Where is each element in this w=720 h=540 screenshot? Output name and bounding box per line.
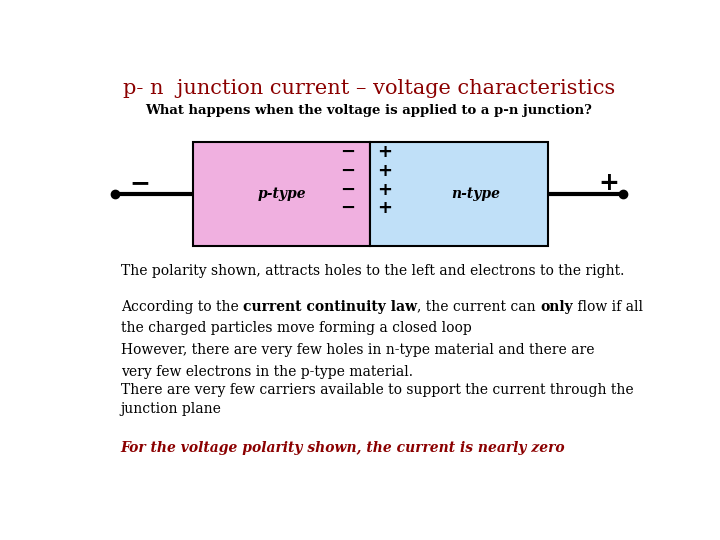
Text: −: −	[341, 180, 356, 199]
Text: p-type: p-type	[258, 187, 306, 201]
Bar	[193, 141, 370, 246]
Text: +: +	[377, 143, 392, 161]
Text: −: −	[341, 199, 356, 217]
Text: +: +	[377, 162, 392, 180]
Text: flow if all: flow if all	[572, 300, 643, 314]
Text: very few electrons in the p-type material.: very few electrons in the p-type materia…	[121, 365, 413, 379]
Text: junction plane: junction plane	[121, 402, 222, 416]
Text: −: −	[341, 143, 356, 161]
Text: +: +	[377, 180, 392, 199]
Text: According to the: According to the	[121, 300, 243, 314]
Text: the charged particles move forming a closed loop: the charged particles move forming a clo…	[121, 321, 472, 335]
Text: only: only	[540, 300, 572, 314]
Text: current continuity law: current continuity law	[243, 300, 417, 314]
Text: −: −	[130, 171, 150, 195]
Text: p- n  junction current – voltage characteristics: p- n junction current – voltage characte…	[123, 79, 615, 98]
Text: What happens when the voltage is applied to a p-n junction?: What happens when the voltage is applied…	[145, 104, 593, 117]
Text: , the current can: , the current can	[417, 300, 540, 314]
Text: −: −	[341, 162, 356, 180]
Text: There are very few carriers available to support the current through the: There are very few carriers available to…	[121, 383, 634, 397]
Text: However, there are very few holes in n-type material and there are: However, there are very few holes in n-t…	[121, 343, 594, 357]
Text: The polarity shown, attracts holes to the left and electrons to the right.: The polarity shown, attracts holes to th…	[121, 265, 624, 279]
Text: For the voltage polarity shown, the current is nearly zero: For the voltage polarity shown, the curr…	[121, 441, 565, 455]
Text: n-type: n-type	[451, 187, 500, 201]
Text: +: +	[377, 199, 392, 217]
Bar	[370, 141, 547, 246]
Text: +: +	[598, 171, 619, 195]
